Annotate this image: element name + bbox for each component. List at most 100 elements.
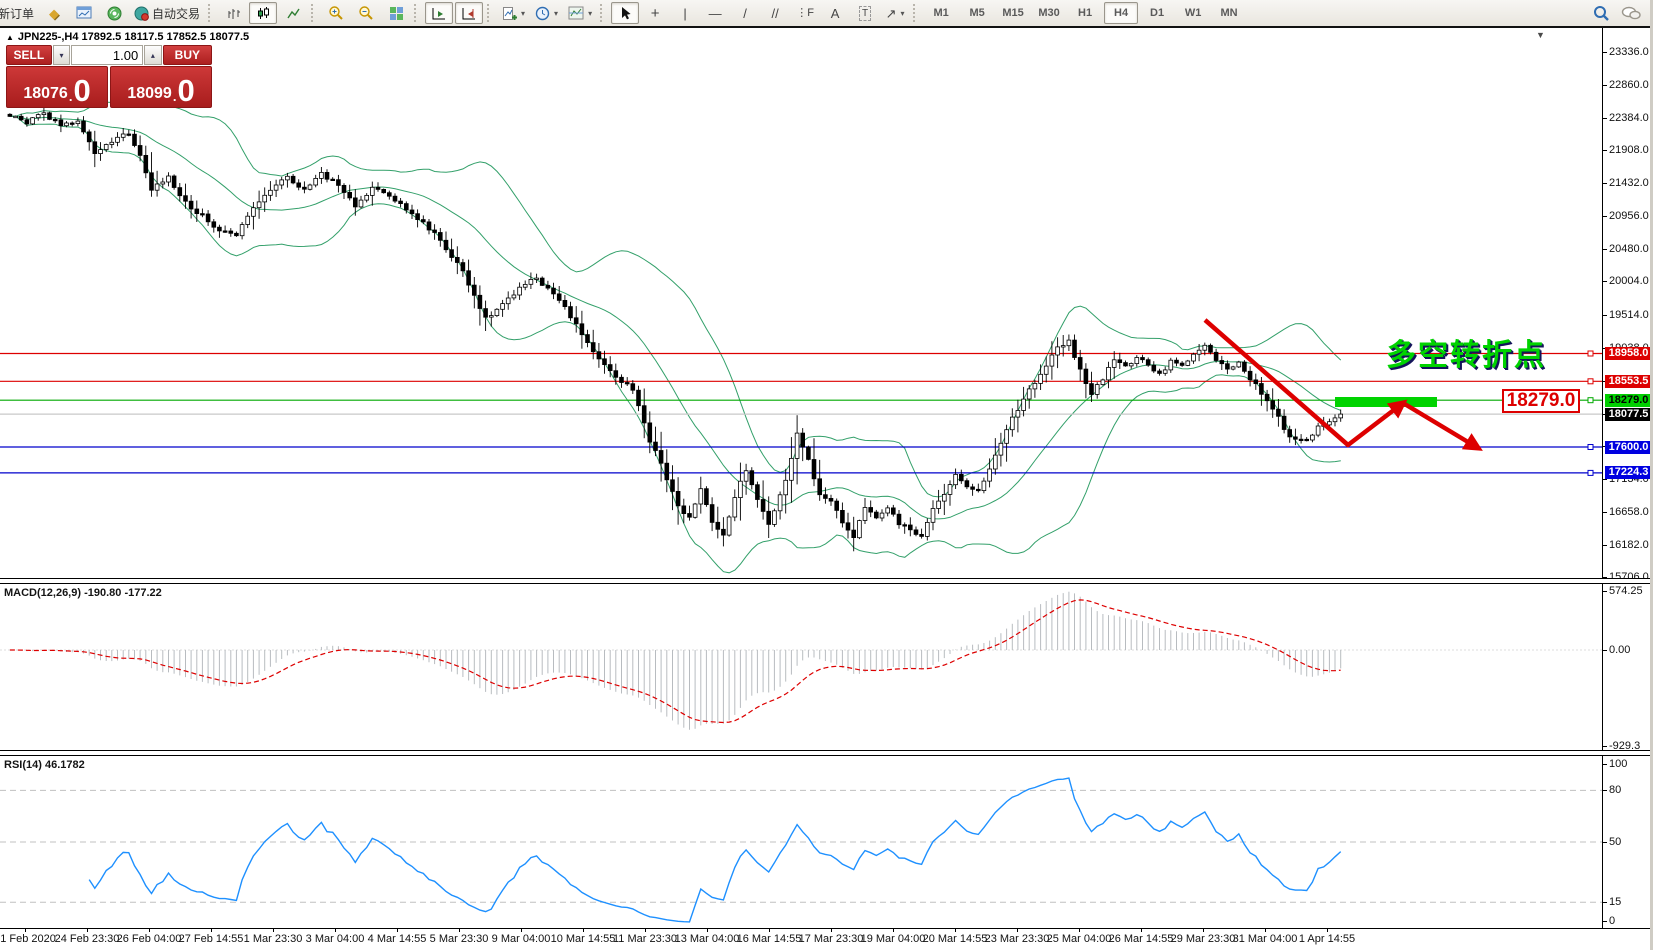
volume-input[interactable] <box>71 45 144 65</box>
sell-button[interactable]: SELL <box>6 45 52 65</box>
dropdown-icon: ▾ <box>588 8 593 18</box>
text-button[interactable]: A <box>821 2 849 24</box>
timeframe-M1[interactable]: M1 <box>933 7 949 19</box>
rsi-axis-tick <box>1603 764 1607 765</box>
crosshair-button[interactable]: + <box>641 2 669 24</box>
tile-windows-button[interactable] <box>382 2 410 24</box>
candle-body <box>534 277 539 280</box>
candle-body <box>1338 413 1344 419</box>
candle-body <box>177 187 183 197</box>
time-axis[interactable]: 21 Feb 2020 24 Feb 23:30 26 Feb 04:00 27 Fe… <box>0 928 1653 951</box>
candle-body <box>415 213 420 220</box>
window-edge <box>1650 0 1653 950</box>
macd-axis-label: 574.25 <box>1609 584 1643 597</box>
level-marker[interactable] <box>1587 397 1594 404</box>
candle-body <box>1049 354 1055 367</box>
level-marker[interactable] <box>1587 444 1594 450</box>
candle-body <box>1174 359 1179 364</box>
main-chart-plot[interactable] <box>0 28 1602 578</box>
price-axis[interactable]: 23336.0 22860.0 22384.0 21908.0 21432.0 20956… <box>1602 28 1653 928</box>
search-button[interactable] <box>1587 2 1615 24</box>
time-axis-label: 17 Mar 23:30 <box>798 933 864 945</box>
candle-body <box>760 499 766 512</box>
auto-scroll-button[interactable] <box>425 2 454 24</box>
candle-body <box>573 317 579 325</box>
candle-body <box>120 133 126 138</box>
price-list-button[interactable]: ◆ <box>40 2 68 24</box>
sell-price-dot: . <box>68 89 73 104</box>
chart-shift-button[interactable] <box>455 2 484 24</box>
sell-label: SELL <box>13 48 45 62</box>
candle-body <box>675 490 681 507</box>
price-tag-18077.5: 18077.5 <box>1605 407 1652 421</box>
chat-button[interactable] <box>1617 2 1645 24</box>
dropdown-icon: ▾ <box>900 8 905 18</box>
candle-body <box>211 221 217 228</box>
candle-body <box>1083 368 1089 385</box>
time-axis-label: 9 Mar 04:00 <box>491 933 551 945</box>
arrows-button[interactable]: ↗ ▾ <box>881 2 909 24</box>
timeframe-M5[interactable]: M5 <box>969 7 985 19</box>
candle-body <box>1038 373 1043 384</box>
panel-separator[interactable] <box>0 750 1653 756</box>
level-marker[interactable] <box>1587 350 1594 357</box>
time-axis-tick <box>397 929 398 932</box>
bar-chart-button[interactable] <box>219 2 247 24</box>
buy-price-block[interactable]: 18099 . 0 <box>110 66 212 108</box>
candle-body <box>432 229 437 233</box>
periods-button[interactable]: ▾ <box>531 2 562 24</box>
signals-button[interactable] <box>100 2 128 24</box>
candle-body <box>1066 339 1072 347</box>
zoom-out-button[interactable] <box>352 2 380 24</box>
chart-shift-marker-icon[interactable]: ▼ <box>1536 30 1545 40</box>
cursor-button[interactable] <box>611 2 640 24</box>
level-marker[interactable] <box>1587 378 1594 385</box>
volume-decrease-button[interactable]: ▾ <box>52 45 71 65</box>
timeframe-H4[interactable]: H4 <box>1104 2 1139 24</box>
candle-body <box>789 457 794 481</box>
templates-button[interactable]: ▾ <box>564 2 596 24</box>
volume-increase-button[interactable]: ▴ <box>144 45 162 65</box>
candle-body <box>1151 364 1157 372</box>
market-watch-button[interactable] <box>70 2 98 24</box>
timeframe-M15[interactable]: M15 <box>1002 7 1024 19</box>
timeframe-W1[interactable]: W1 <box>1184 7 1202 19</box>
timeframe-D1[interactable]: D1 <box>1150 7 1165 19</box>
fibonacci-button[interactable]: ⋮F <box>791 2 819 24</box>
timeframe-MN[interactable]: MN <box>1220 7 1238 19</box>
price-axis-label: 21432.0 <box>1609 177 1649 190</box>
toolbar-grip <box>414 4 420 22</box>
macd-axis-tick <box>1603 590 1607 592</box>
horizontal-line-button[interactable]: — <box>701 2 729 24</box>
timeframe-H1[interactable]: H1 <box>1078 7 1093 19</box>
candle-body <box>35 114 41 119</box>
sell-price-block[interactable]: 18076 . 0 <box>6 66 108 108</box>
candle-body <box>285 175 290 181</box>
macd-panel[interactable] <box>0 584 1602 750</box>
trendline-icon: / <box>743 5 747 21</box>
price-axis-label: 22860.0 <box>1609 78 1649 91</box>
timeframe-M30[interactable]: M30 <box>1038 7 1060 19</box>
candle-body <box>1060 345 1066 348</box>
price-axis-label: 16658.0 <box>1609 505 1649 518</box>
line-chart-button[interactable] <box>279 2 307 24</box>
panel-separator[interactable] <box>0 578 1653 584</box>
candle-body <box>194 208 200 214</box>
text-label-button[interactable]: T <box>851 2 879 24</box>
candlestick-chart-button[interactable] <box>249 2 278 24</box>
candle-body <box>874 511 879 519</box>
trendline-button[interactable]: / <box>731 2 759 24</box>
channel-button[interactable]: // <box>761 2 789 24</box>
new-order-button[interactable]: 新订单 <box>0 2 38 24</box>
time-axis-tick <box>149 929 150 932</box>
zoom-in-button[interactable] <box>322 2 350 24</box>
indicators-button[interactable]: ▾ <box>498 2 529 24</box>
collapse-triangle-icon[interactable]: ▲ <box>6 33 14 42</box>
vertical-line-button[interactable]: | <box>671 2 699 24</box>
candle-body <box>585 334 590 344</box>
autotrade-button[interactable]: 自动交易 <box>130 2 204 24</box>
buy-button[interactable]: BUY <box>162 45 213 65</box>
rsi-panel[interactable] <box>0 756 1602 928</box>
level-marker[interactable] <box>1587 469 1594 476</box>
candle-body <box>268 189 273 196</box>
